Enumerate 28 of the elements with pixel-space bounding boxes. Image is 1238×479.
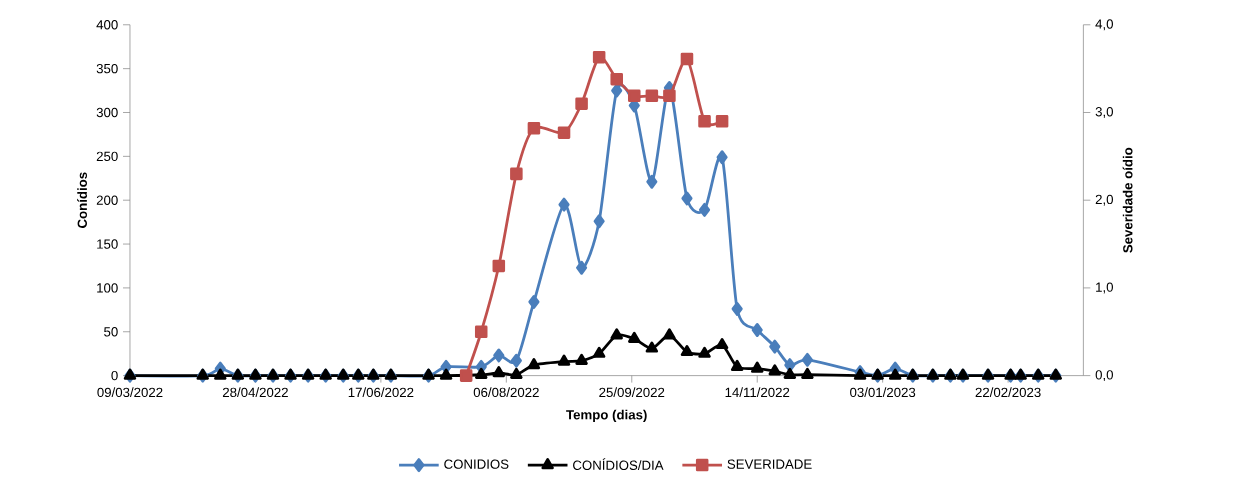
y2-tick-label: 1,0 [1096, 282, 1114, 294]
y2-axis-title: Severidade oídio [1122, 147, 1133, 253]
legend-label: SEVERIDADE [727, 459, 812, 470]
x-tick-label: 28/04/2022 [222, 387, 288, 398]
x-tick-label: 09/03/2022 [97, 387, 163, 398]
y2-tick-label: 2,0 [1095, 194, 1114, 206]
y-axis-title: Conídios [77, 172, 87, 229]
y-tick-label: 400 [96, 20, 118, 30]
x-tick-label: 22/02/2023 [975, 387, 1041, 398]
x-tick-label: 03/01/2023 [850, 387, 916, 398]
x-tick-label: 06/08/2022 [473, 387, 539, 398]
legend-label: CONIDIOS [444, 459, 509, 470]
y2-tick-label: 3,0 [1095, 107, 1114, 119]
y-tick-label: 100 [97, 283, 118, 293]
x-tick-label: 17/06/2022 [348, 387, 414, 398]
y-tick-label: 150 [97, 239, 118, 249]
x-axis-title: Tempo (dias) [566, 409, 647, 423]
y-tick-label: 300 [96, 107, 118, 118]
y-tick-label: 50 [104, 327, 118, 337]
y-tick-label: 200 [96, 195, 118, 206]
y-tick-label: 250 [96, 151, 118, 162]
y2-tick-label: 0,0 [1095, 370, 1114, 382]
x-tick-label: 14/11/2022 [725, 387, 790, 398]
y2-tick-label: 4,0 [1095, 19, 1114, 31]
y-tick-label: 0 [111, 371, 118, 381]
legend-label: CONÍDIOS/DIA [573, 458, 664, 471]
y-tick-label: 350 [96, 64, 118, 74]
x-tick-label: 25/09/2022 [599, 387, 665, 398]
